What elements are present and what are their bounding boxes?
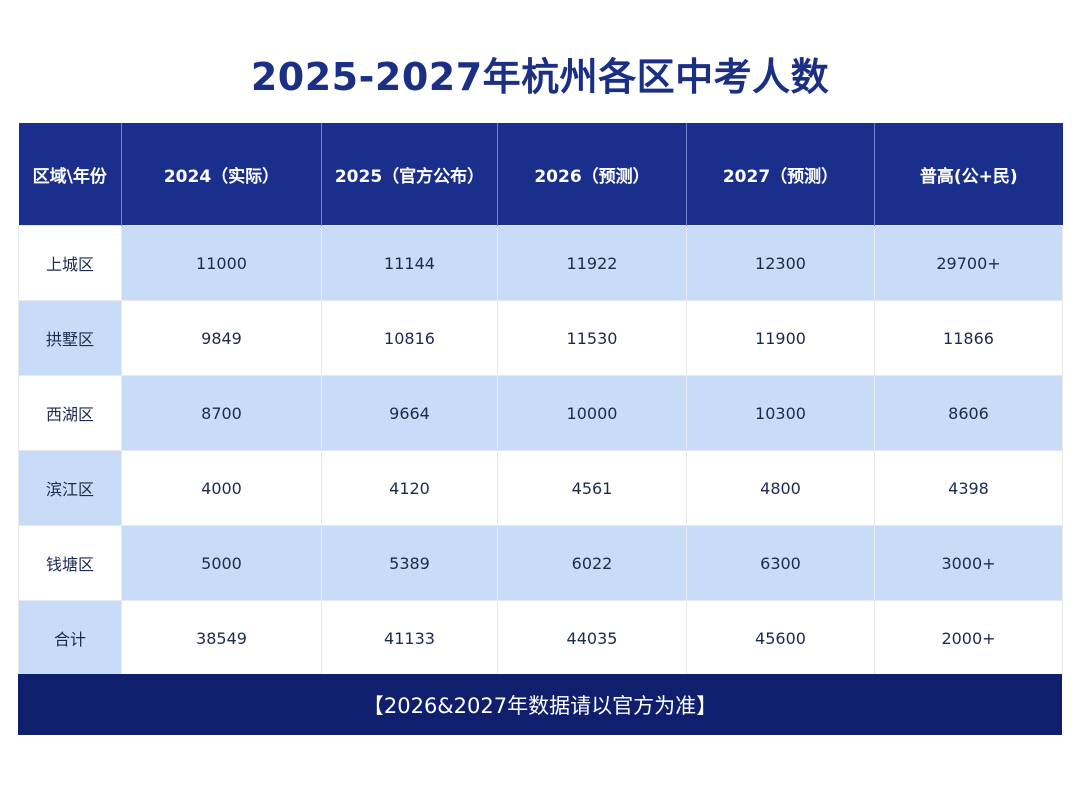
header-2026-forecast: 2026（预测） xyxy=(497,123,687,226)
cell-2025: 11144 xyxy=(321,225,498,301)
region-cell: 合计 xyxy=(18,600,122,676)
cell-pugao: 8606 xyxy=(874,375,1063,451)
table-row-total: 合计 38549 41133 44035 45600 2000+ xyxy=(18,600,1063,676)
cell-2025: 41133 xyxy=(321,600,498,676)
cell-pugao: 2000+ xyxy=(874,600,1063,676)
cell-2027: 10300 xyxy=(686,375,875,451)
cell-2026: 11530 xyxy=(497,300,687,376)
cell-2027: 12300 xyxy=(686,225,875,301)
header-region-year: 区域\年份 xyxy=(18,123,122,226)
cell-2026: 11922 xyxy=(497,225,687,301)
table-row: 钱塘区 5000 5389 6022 6300 3000+ xyxy=(18,525,1063,601)
cell-2026: 4561 xyxy=(497,450,687,526)
cell-2027: 45600 xyxy=(686,600,875,676)
table-row: 滨江区 4000 4120 4561 4800 4398 xyxy=(18,450,1063,526)
region-cell: 滨江区 xyxy=(18,450,122,526)
header-2025-official: 2025（官方公布） xyxy=(321,123,498,226)
cell-2027: 6300 xyxy=(686,525,875,601)
cell-2025: 10816 xyxy=(321,300,498,376)
cell-2024: 11000 xyxy=(121,225,322,301)
table-header-row: 区域\年份 2024（实际） 2025（官方公布） 2026（预测） 2027（… xyxy=(18,123,1063,226)
header-2027-forecast: 2027（预测） xyxy=(686,123,875,226)
page-title: 2025-2027年杭州各区中考人数 xyxy=(250,55,830,99)
exam-count-table: 区域\年份 2024（实际） 2025（官方公布） 2026（预测） 2027（… xyxy=(18,123,1063,676)
table-row: 拱墅区 9849 10816 11530 11900 11866 xyxy=(18,300,1063,376)
cell-2024: 38549 xyxy=(121,600,322,676)
cell-2024: 9849 xyxy=(121,300,322,376)
header-2024-actual: 2024（实际） xyxy=(121,123,322,226)
cell-2026: 44035 xyxy=(497,600,687,676)
cell-2026: 6022 xyxy=(497,525,687,601)
table-row: 上城区 11000 11144 11922 12300 29700+ xyxy=(18,225,1063,301)
cell-pugao: 11866 xyxy=(874,300,1063,376)
cell-2025: 4120 xyxy=(321,450,498,526)
cell-pugao: 4398 xyxy=(874,450,1063,526)
cell-2025: 5389 xyxy=(321,525,498,601)
region-cell: 西湖区 xyxy=(18,375,122,451)
region-cell: 拱墅区 xyxy=(18,300,122,376)
cell-2024: 5000 xyxy=(121,525,322,601)
cell-pugao: 3000+ xyxy=(874,525,1063,601)
cell-2024: 4000 xyxy=(121,450,322,526)
region-cell: 上城区 xyxy=(18,225,122,301)
region-cell: 钱塘区 xyxy=(18,525,122,601)
footer-note-text: 【2026&2027年数据请以官方为准】 xyxy=(362,693,718,718)
cell-2026: 10000 xyxy=(497,375,687,451)
cell-2025: 9664 xyxy=(321,375,498,451)
cell-2024: 8700 xyxy=(121,375,322,451)
footer-note: 【2026&2027年数据请以官方为准】 xyxy=(18,674,1062,735)
cell-2027: 11900 xyxy=(686,300,875,376)
cell-2027: 4800 xyxy=(686,450,875,526)
header-general-high-school: 普高(公+民) xyxy=(874,123,1063,226)
table-row: 西湖区 8700 9664 10000 10300 8606 xyxy=(18,375,1063,451)
cell-pugao: 29700+ xyxy=(874,225,1063,301)
